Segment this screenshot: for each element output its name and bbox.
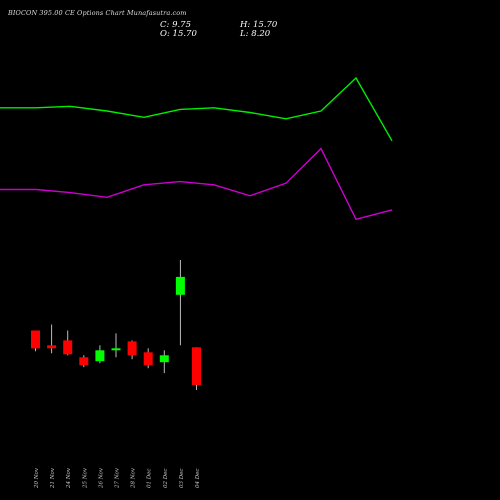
candle-body <box>47 345 57 349</box>
x-axis-label: 21 Nov <box>50 467 56 489</box>
x-axis-label: 24 Nov <box>66 467 72 489</box>
magenta-indicator-line <box>0 147 393 221</box>
chart-title: BIOCON 395.00 CE Options Chart Munafasut… <box>8 9 187 17</box>
x-axis-label: 03 Dec <box>179 469 185 489</box>
candle <box>175 260 185 346</box>
candle <box>111 333 121 358</box>
candle <box>143 348 153 369</box>
candle-body <box>31 330 40 349</box>
x-axis-label: 02 Dec <box>163 469 169 489</box>
candlestick-series <box>31 260 201 390</box>
x-axis-label: 26 Nov <box>98 467 104 489</box>
green-indicator-line <box>0 76 393 142</box>
candle <box>31 330 40 352</box>
candle <box>159 350 169 374</box>
x-axis-label: 28 Nov <box>131 467 137 489</box>
low-value: L: 8.20 <box>240 29 271 39</box>
candle-body <box>95 350 105 362</box>
candle-body <box>175 276 185 295</box>
x-axis-label: 20 Nov <box>34 467 40 489</box>
candle-body <box>63 340 73 355</box>
x-axis-labels: 20 Nov 21 Nov 24 Nov 25 Nov 26 Nov 27 Nov 28 N… <box>34 467 201 489</box>
candle <box>63 330 73 356</box>
candle <box>47 324 57 354</box>
x-axis-label: 27 Nov <box>115 467 121 489</box>
close-value: C: 9.75 <box>160 20 191 30</box>
candle-body <box>159 355 169 363</box>
candle <box>127 340 137 360</box>
x-axis-label: 01 Dec <box>147 469 153 489</box>
candle <box>95 345 105 364</box>
high-value: H: 15.70 <box>240 20 278 30</box>
x-axis-label: 04 Dec <box>195 469 201 489</box>
candle <box>79 355 89 368</box>
candle-body <box>143 352 153 366</box>
candle-body <box>79 357 89 366</box>
candle-body <box>111 348 121 351</box>
indicator-lines <box>0 76 393 221</box>
x-axis-label: 25 Nov <box>82 467 88 489</box>
candle <box>192 347 201 390</box>
open-value: O: 15.70 <box>160 29 197 39</box>
candle-body <box>192 347 201 385</box>
candle-body <box>127 341 137 356</box>
